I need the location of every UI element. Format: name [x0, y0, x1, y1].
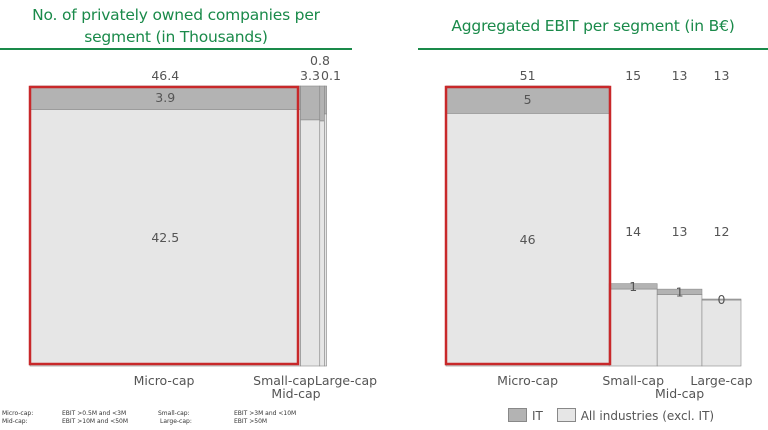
chart2-bar-all-3 — [701, 299, 742, 367]
legend-item-it: IT — [508, 408, 543, 423]
legend-item-all: All industries (excl. IT) — [556, 408, 715, 423]
chart2-label-all-1: 14 — [625, 224, 641, 239]
chart2-cat-2: Mid-cap — [655, 386, 704, 401]
chart2-title: Aggregated EBIT per segment (in B€) — [451, 17, 735, 35]
chart2-bar-all-2 — [656, 294, 703, 367]
footnote-micro-def: EBIT >0.5M and <3M — [62, 410, 127, 417]
footnote-large-def: EBIT >50M — [234, 418, 268, 425]
chart1-title-rule — [0, 48, 352, 50]
chart2-cat-0: Micro-cap — [497, 373, 558, 388]
chart1-total-0: 46.4 — [151, 68, 179, 83]
chart2-cat-3: Large-cap — [690, 373, 752, 388]
chart2-bar-all-0 — [445, 113, 610, 367]
chart2-total-3: 13 — [714, 68, 730, 83]
chart1-bar-all-1 — [300, 119, 321, 367]
footnote-mid-def: EBIT >10M and <50M — [62, 418, 129, 425]
chart1-cat-0: Micro-cap — [134, 373, 195, 388]
chart2-total-0: 51 — [520, 68, 536, 83]
legend-swatch-all — [556, 408, 576, 422]
legend: IT All industries (excl. IT) — [508, 408, 724, 423]
chart2-bar-all-1 — [608, 288, 658, 367]
chart1-highlight-box — [28, 85, 300, 366]
chart2-label-it-1: 1 — [629, 279, 637, 294]
footnote-large-label: Large-cap: — [160, 418, 192, 425]
chart1-title-line1: No. of privately owned companies per — [32, 6, 320, 24]
chart1-title-line2: segment (in Thousands) — [84, 28, 268, 46]
chart2-total-1: 15 — [625, 68, 641, 83]
footnote-small-def: EBIT >3M and <10M — [234, 410, 297, 417]
chart1-bar-all-3 — [324, 113, 327, 367]
chart1-label-it-0: 3.9 — [155, 90, 175, 105]
chart1-total-1: 3.3 — [300, 68, 320, 83]
chart1-bar-it-3 — [324, 85, 327, 115]
chart1-bar-all-2 — [319, 120, 325, 367]
legend-label-all: All industries (excl. IT) — [580, 409, 715, 423]
footnote-micro-label: Micro-cap: — [2, 410, 34, 417]
footnote-small-label: Small-cap: — [158, 410, 190, 417]
chart1-title: No. of privately owned companies per seg… — [0, 4, 352, 48]
chart2-label-all-0: 46 — [520, 232, 536, 247]
chart1-cat-2: Mid-cap — [271, 386, 320, 401]
chart2-highlight-box — [444, 85, 612, 366]
chart2-total-2: 13 — [672, 68, 688, 83]
chart1-total-3: 0.1 — [321, 68, 341, 83]
chart2-label-all-3: 12 — [714, 224, 730, 239]
chart2-label-it-2: 1 — [676, 284, 684, 299]
chart2-label-it-3: 0 — [718, 292, 726, 307]
chart1-cat-3: Large-cap — [315, 373, 377, 388]
chart1-bar-all-0 — [29, 109, 301, 367]
chart1-bar-it-1 — [300, 85, 321, 121]
chart1-cat-1: Small-cap — [253, 373, 315, 388]
chart1-total-2: 0.8 — [310, 53, 330, 68]
chart2-label-it-0: 5 — [524, 92, 532, 107]
chart2-cat-1: Small-cap — [602, 373, 664, 388]
chart2-label-all-2: 13 — [672, 224, 688, 239]
legend-label-it: IT — [532, 409, 543, 423]
chart1-bar-it-2 — [319, 85, 325, 122]
footnote-mid-label: Mid-cap: — [2, 418, 28, 425]
chart1-label-all-0: 42.5 — [151, 230, 179, 245]
chart2-title-rule — [418, 48, 768, 50]
legend-swatch-it — [508, 408, 527, 422]
